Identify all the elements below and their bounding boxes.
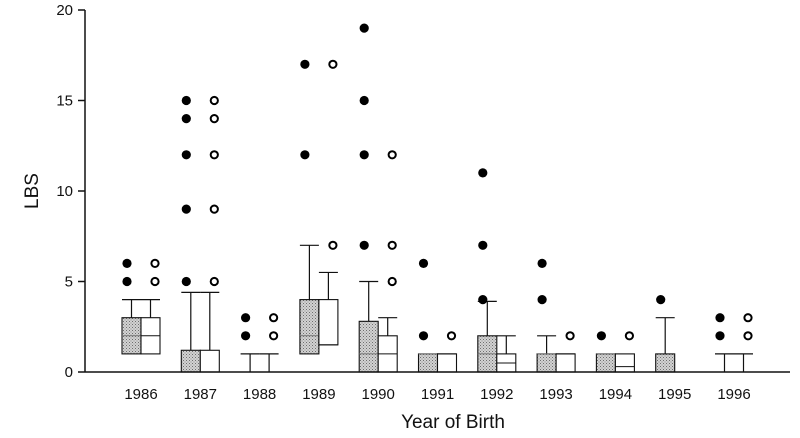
outlier-open <box>387 150 397 160</box>
outlier-filled <box>300 59 310 69</box>
x-tick-label: 1993 <box>539 386 572 403</box>
outlier-filled <box>418 258 429 268</box>
outlier-filled <box>656 295 666 305</box>
outlier-filled <box>241 313 251 323</box>
outlier-filled <box>359 95 369 106</box>
outlier-filled <box>478 240 488 250</box>
outlier-filled <box>537 295 547 305</box>
box <box>417 353 439 373</box>
x-axis-ticks: 1986 1987 1988 1989 1990 1991 1992 1993 1994 1995… <box>124 386 750 403</box>
y-tick-label: 0 <box>65 364 73 381</box>
x-tick-label: 1986 <box>124 386 157 403</box>
outlier-filled <box>596 331 607 341</box>
box <box>180 349 201 373</box>
outlier-open <box>209 204 219 214</box>
outlier-open <box>209 114 219 124</box>
outlier-open <box>209 95 219 106</box>
outlier-filled <box>478 295 488 305</box>
x-tick-label: 1989 <box>302 386 335 403</box>
outlier-open <box>209 150 219 160</box>
series-filled <box>121 23 734 373</box>
box <box>436 353 458 373</box>
y-axis-ticks: 0 5 10 15 20 <box>56 2 85 381</box>
outlier-filled <box>537 258 547 268</box>
x-tick-label: 1992 <box>480 386 513 403</box>
outlier-filled <box>715 331 725 341</box>
outlier-open <box>446 331 457 341</box>
y-tick-label: 5 <box>65 274 73 291</box>
x-axis-title: Year of Birth <box>401 412 505 433</box>
outlier-open <box>387 240 397 250</box>
outlier-filled <box>418 331 429 341</box>
y-tick-label: 10 <box>56 183 73 200</box>
outlier-filled <box>122 258 132 268</box>
outlier-open <box>269 313 279 323</box>
outlier-open <box>209 276 219 287</box>
box <box>536 353 557 373</box>
outlier-filled <box>359 240 369 250</box>
outlier-open <box>565 331 575 341</box>
outlier-filled <box>300 150 310 160</box>
y-tick-label: 15 <box>56 93 73 110</box>
box <box>318 299 339 346</box>
outlier-open <box>328 59 338 69</box>
x-tick-label: 1990 <box>362 386 395 403</box>
outlier-filled <box>181 114 191 124</box>
outlier-open <box>150 276 160 287</box>
box <box>555 353 576 373</box>
x-tick-label: 1988 <box>243 386 276 403</box>
box <box>299 299 320 355</box>
outlier-open <box>387 276 397 287</box>
x-tick-label: 1994 <box>599 386 632 403</box>
outlier-filled <box>181 150 191 160</box>
outlier-filled <box>359 150 369 160</box>
outlier-open <box>624 331 635 341</box>
outlier-filled <box>181 95 191 106</box>
outlier-open <box>743 331 753 341</box>
box <box>358 320 379 373</box>
x-tick-label: 1991 <box>421 386 454 403</box>
outlier-filled <box>715 313 725 323</box>
box <box>655 353 676 373</box>
box <box>614 353 635 373</box>
plot-area <box>121 23 753 373</box>
x-tick-label: 1987 <box>184 386 217 403</box>
box <box>595 353 616 373</box>
outlier-open <box>269 331 279 341</box>
outlier-open <box>328 240 338 250</box>
outlier-open <box>150 258 160 268</box>
x-tick-label: 1995 <box>658 386 691 403</box>
outlier-filled <box>359 23 369 33</box>
outlier-filled <box>478 168 488 178</box>
x-tick-label: 1996 <box>717 386 750 403</box>
outlier-filled <box>241 331 251 341</box>
series-open <box>140 59 753 373</box>
y-tick-label: 20 <box>56 2 73 19</box>
y-axis-title: LBS <box>22 173 43 209</box>
outlier-filled <box>181 204 191 214</box>
outlier-open <box>743 313 753 323</box>
outlier-filled <box>122 276 132 287</box>
outlier-filled <box>181 276 191 287</box>
box <box>199 349 220 373</box>
